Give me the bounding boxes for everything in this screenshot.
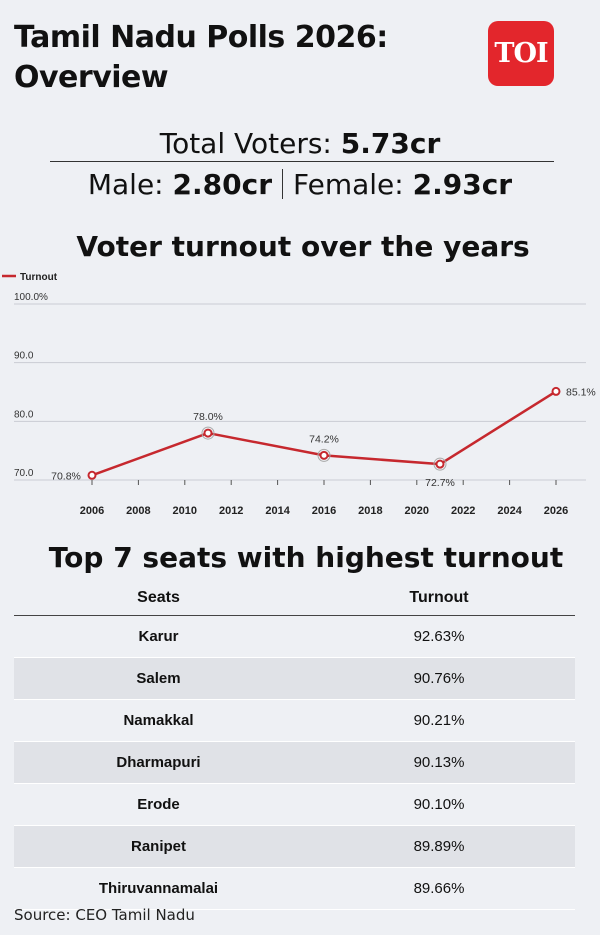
gender-breakdown: Male: 2.80cr Female: 2.93cr [0, 166, 600, 204]
data-label: 70.8% [51, 470, 81, 482]
turnout-table: Seats Turnout Karur 92.63% Salem 90.76% Na… [14, 581, 575, 910]
y-tick-label: 80.0 [14, 409, 34, 420]
female-value: 2.93cr [412, 168, 513, 201]
seat-turnout: 90.76% [303, 657, 575, 700]
data-point-halo [433, 457, 447, 471]
seat-turnout: 89.89% [303, 825, 575, 868]
male-value: 2.80cr [172, 168, 273, 201]
table-row: Thiruvannamalai 89.66% [14, 867, 575, 910]
data-point [435, 459, 445, 469]
data-label: 74.2% [309, 433, 339, 445]
table-row: Karur 92.63% [14, 615, 575, 658]
data-point [551, 386, 561, 396]
header-seats: Seats [14, 581, 303, 616]
data-point-halo [201, 426, 215, 440]
table-row: Ranipet 89.89% [14, 825, 575, 868]
table-row: Dharmapuri 90.13% [14, 741, 575, 784]
toi-logo: TOI [488, 21, 554, 86]
seat-name: Karur [14, 615, 303, 658]
data-point [319, 450, 329, 460]
x-tick-label: 2026 [544, 505, 568, 517]
total-voters-value: 5.73cr [340, 127, 441, 160]
y-tick-label: 70.0 [14, 468, 34, 479]
seat-name: Salem [14, 657, 303, 700]
data-point [203, 428, 213, 438]
gender-separator [282, 169, 284, 199]
table-row: Erode 90.10% [14, 783, 575, 826]
x-tick-label: 2006 [80, 505, 104, 517]
seat-name: Ranipet [14, 825, 303, 868]
seat-name: Erode [14, 783, 303, 826]
seat-turnout: 90.21% [303, 699, 575, 742]
table-header-row: Seats Turnout [14, 581, 575, 616]
source-note: Source: CEO Tamil Nadu [14, 906, 195, 924]
female-label: Female: [293, 168, 404, 201]
seat-turnout: 90.10% [303, 783, 575, 826]
total-voters-label: Total Voters: [159, 127, 332, 160]
legend-label: Turnout [20, 272, 58, 283]
data-label: 72.7% [425, 477, 455, 489]
x-tick-label: 2022 [451, 505, 475, 517]
table-row: Namakkal 90.21% [14, 699, 575, 742]
data-label: 78.0% [193, 411, 223, 423]
data-point-halo [317, 448, 331, 462]
divider [50, 161, 554, 162]
seat-name: Dharmapuri [14, 741, 303, 784]
data-label: 85.1% [566, 386, 596, 398]
total-voters: Total Voters: 5.73cr [0, 126, 600, 162]
male-label: Male: [87, 168, 164, 201]
turnout-chart: Turnout 100.0% 90.0 80.0 70.0 2006 2008 2010 201… [2, 272, 596, 517]
y-tick-label: 90.0 [14, 351, 34, 362]
x-tick-label: 2012 [219, 505, 243, 517]
x-tick-label: 2020 [405, 505, 429, 517]
seat-name: Namakkal [14, 699, 303, 742]
seat-name: Thiruvannamalai [14, 867, 303, 910]
chart-title: Voter turnout over the years [76, 230, 530, 263]
seat-turnout: 92.63% [303, 615, 575, 658]
header-turnout: Turnout [303, 581, 575, 616]
table-row: Salem 90.76% [14, 657, 575, 700]
x-tick-label: 2024 [497, 505, 522, 517]
x-tick-label: 2018 [358, 505, 382, 517]
y-tick-label: 100.0% [14, 292, 48, 303]
page-title: Tamil Nadu Polls 2026: Overview [14, 20, 388, 95]
data-point [87, 470, 97, 480]
x-tick-label: 2008 [126, 505, 150, 517]
seat-turnout: 89.66% [303, 867, 575, 910]
x-tick-label: 2016 [312, 505, 336, 517]
table-title: Top 7 seats with highest turnout [48, 541, 564, 574]
seat-turnout: 90.13% [303, 741, 575, 784]
x-tick-label: 2010 [173, 505, 197, 517]
x-tick-label: 2014 [265, 505, 290, 517]
